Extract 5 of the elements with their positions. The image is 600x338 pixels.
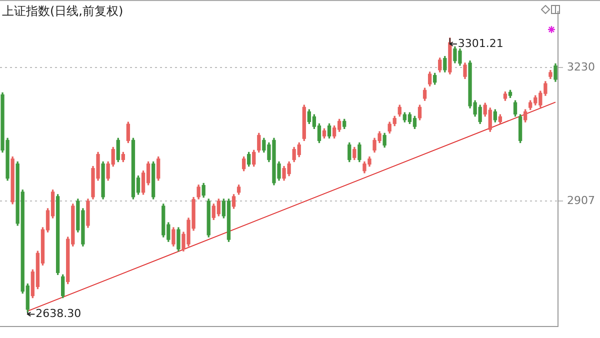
y-tick-label: 2907: [567, 194, 595, 207]
annotation: 2638.30: [36, 307, 82, 320]
y-tick-label: 3230: [567, 60, 595, 74]
annotation: 3301.21: [458, 36, 504, 50]
chart-title: 上证指数(日线,前复权): [2, 3, 124, 20]
